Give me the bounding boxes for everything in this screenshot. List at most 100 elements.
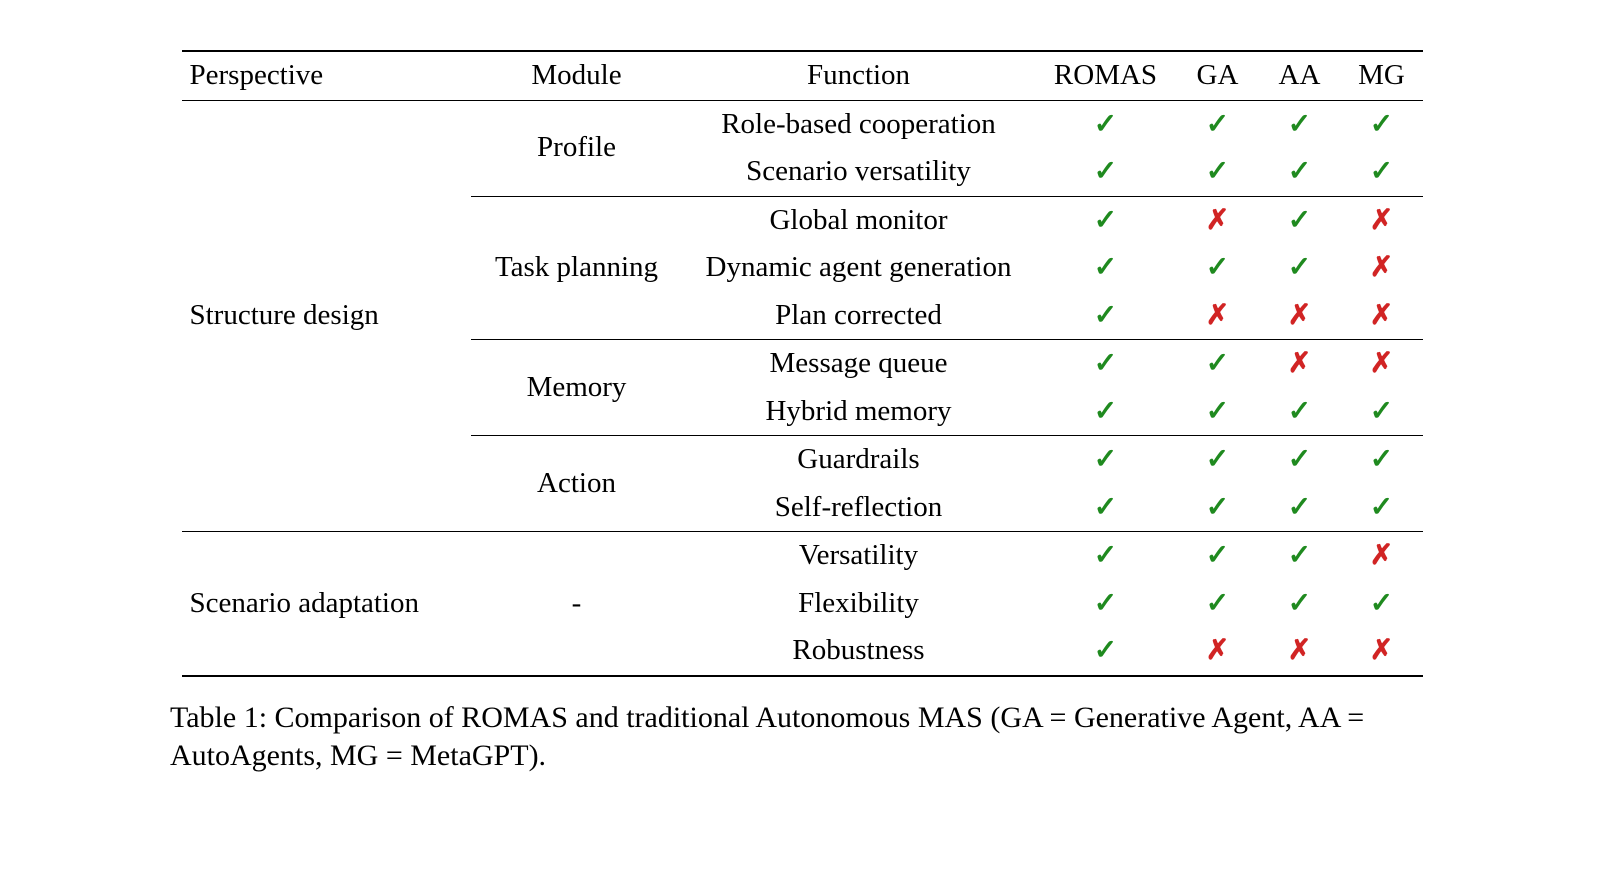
check-icon: ✓ (1094, 634, 1117, 665)
module-task-planning: Task planning (471, 196, 683, 340)
cross-icon: ✗ (1370, 299, 1393, 330)
function-label: Plan corrected (683, 292, 1035, 340)
check-icon: ✓ (1206, 155, 1229, 186)
col-header-aa: AA (1259, 51, 1341, 100)
mark-cell: ✓ (1341, 388, 1423, 436)
table-row: Scenario adaptation - Versatility ✓ ✓ ✓ … (182, 532, 1423, 580)
check-icon: ✓ (1206, 587, 1229, 618)
mark-cell: ✓ (1177, 580, 1259, 628)
comparison-table: Perspective Module Function ROMAS GA AA … (182, 50, 1423, 677)
check-icon: ✓ (1288, 443, 1311, 474)
mark-cell: ✗ (1341, 244, 1423, 292)
function-label: Hybrid memory (683, 388, 1035, 436)
mark-cell: ✓ (1035, 100, 1177, 148)
check-icon: ✓ (1206, 491, 1229, 522)
check-icon: ✓ (1288, 155, 1311, 186)
cross-icon: ✗ (1288, 299, 1311, 330)
function-label: Dynamic agent generation (683, 244, 1035, 292)
mark-cell: ✓ (1259, 148, 1341, 196)
mark-cell: ✓ (1035, 436, 1177, 484)
table-body: Structure design Profile Role-based coop… (182, 100, 1423, 676)
function-label: Versatility (683, 532, 1035, 580)
check-icon: ✓ (1370, 491, 1393, 522)
check-icon: ✓ (1370, 108, 1393, 139)
check-icon: ✓ (1206, 251, 1229, 282)
mark-cell: ✓ (1259, 532, 1341, 580)
col-header-perspective: Perspective (182, 51, 471, 100)
cross-icon: ✗ (1370, 204, 1393, 235)
cross-icon: ✗ (1370, 634, 1393, 665)
mark-cell: ✗ (1259, 340, 1341, 388)
cross-icon: ✗ (1370, 539, 1393, 570)
mark-cell: ✓ (1259, 388, 1341, 436)
col-header-mg: MG (1341, 51, 1423, 100)
mark-cell: ✓ (1341, 436, 1423, 484)
function-label: Flexibility (683, 580, 1035, 628)
check-icon: ✓ (1288, 204, 1311, 235)
module-memory: Memory (471, 340, 683, 436)
check-icon: ✓ (1094, 251, 1117, 282)
col-header-function: Function (683, 51, 1035, 100)
mark-cell: ✓ (1259, 484, 1341, 532)
table-caption: Table 1: Comparison of ROMAS and traditi… (170, 699, 1434, 776)
cross-icon: ✗ (1288, 347, 1311, 378)
mark-cell: ✓ (1177, 532, 1259, 580)
mark-cell: ✗ (1259, 292, 1341, 340)
function-label: Message queue (683, 340, 1035, 388)
check-icon: ✓ (1094, 155, 1117, 186)
mark-cell: ✗ (1341, 292, 1423, 340)
check-icon: ✓ (1094, 587, 1117, 618)
table-row: Structure design Profile Role-based coop… (182, 100, 1423, 148)
check-icon: ✓ (1094, 108, 1117, 139)
module-action: Action (471, 436, 683, 532)
mark-cell: ✓ (1259, 196, 1341, 244)
check-icon: ✓ (1094, 299, 1117, 330)
mark-cell: ✗ (1177, 292, 1259, 340)
col-header-module: Module (471, 51, 683, 100)
mark-cell: ✗ (1341, 532, 1423, 580)
check-icon: ✓ (1370, 587, 1393, 618)
mark-cell: ✓ (1035, 627, 1177, 676)
function-label: Scenario versatility (683, 148, 1035, 196)
mark-cell: ✓ (1259, 100, 1341, 148)
col-header-romas: ROMAS (1035, 51, 1177, 100)
check-icon: ✓ (1288, 539, 1311, 570)
check-icon: ✓ (1094, 443, 1117, 474)
check-icon: ✓ (1206, 443, 1229, 474)
mark-cell: ✓ (1259, 580, 1341, 628)
check-icon: ✓ (1370, 443, 1393, 474)
check-icon: ✓ (1206, 395, 1229, 426)
col-header-ga: GA (1177, 51, 1259, 100)
mark-cell: ✓ (1259, 244, 1341, 292)
cross-icon: ✗ (1370, 347, 1393, 378)
check-icon: ✓ (1288, 108, 1311, 139)
mark-cell: ✓ (1177, 148, 1259, 196)
check-icon: ✓ (1206, 539, 1229, 570)
mark-cell: ✓ (1035, 484, 1177, 532)
check-icon: ✓ (1094, 491, 1117, 522)
perspective-structure-design: Structure design (182, 100, 471, 532)
mark-cell: ✓ (1259, 436, 1341, 484)
mark-cell: ✓ (1341, 148, 1423, 196)
mark-cell: ✓ (1177, 244, 1259, 292)
mark-cell: ✓ (1341, 484, 1423, 532)
mark-cell: ✓ (1177, 340, 1259, 388)
check-icon: ✓ (1206, 347, 1229, 378)
check-icon: ✓ (1094, 395, 1117, 426)
cross-icon: ✗ (1288, 634, 1311, 665)
mark-cell: ✓ (1177, 484, 1259, 532)
cross-icon: ✗ (1370, 251, 1393, 282)
mark-cell: ✓ (1035, 196, 1177, 244)
mark-cell: ✗ (1177, 196, 1259, 244)
perspective-scenario-adaptation: Scenario adaptation (182, 532, 471, 676)
mark-cell: ✓ (1035, 244, 1177, 292)
check-icon: ✓ (1288, 587, 1311, 618)
check-icon: ✓ (1206, 108, 1229, 139)
check-icon: ✓ (1288, 395, 1311, 426)
module-none: - (471, 532, 683, 676)
module-profile: Profile (471, 100, 683, 196)
cross-icon: ✗ (1206, 299, 1229, 330)
mark-cell: ✓ (1035, 340, 1177, 388)
mark-cell: ✗ (1341, 627, 1423, 676)
cross-icon: ✗ (1206, 634, 1229, 665)
